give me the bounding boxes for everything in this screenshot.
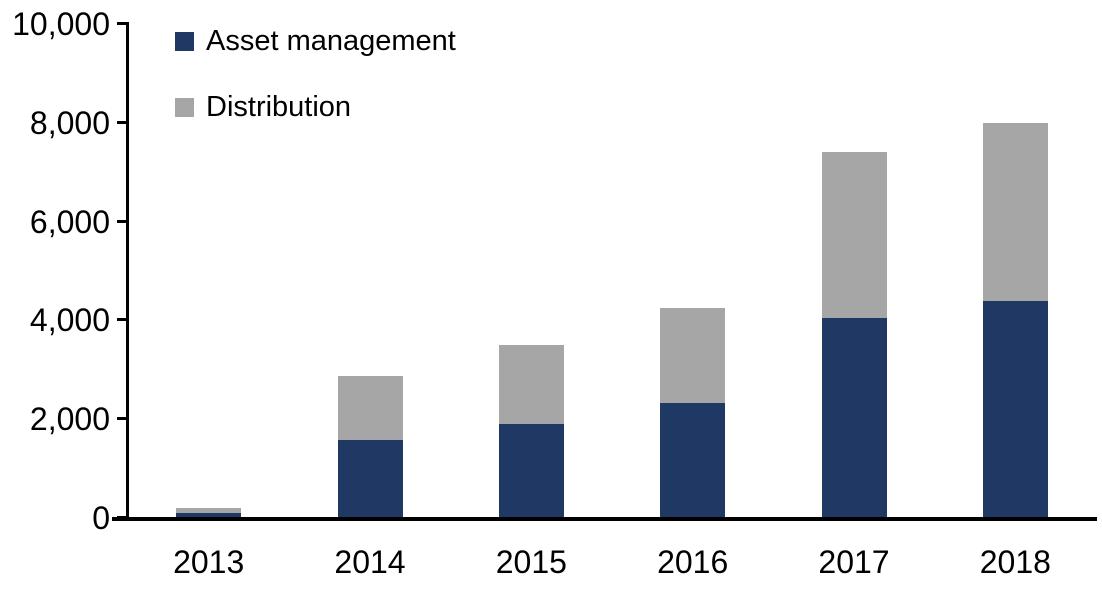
bar-2018-distribution bbox=[982, 122, 1048, 301]
y-tick-label: 0 bbox=[92, 500, 110, 536]
bar-2017-asset-management bbox=[821, 317, 887, 518]
bar-2015-asset-management bbox=[498, 424, 564, 518]
legend-swatch-distribution-icon bbox=[175, 97, 194, 117]
x-tick-label: 2013 bbox=[173, 544, 245, 580]
bar-2016-asset-management bbox=[660, 402, 726, 518]
y-tick-label: 6,000 bbox=[29, 203, 110, 240]
bar-2018-asset-management bbox=[982, 300, 1048, 518]
legend-label-distribution: Distribution bbox=[206, 91, 352, 123]
y-tick-label: 4,000 bbox=[29, 302, 110, 339]
x-tick-label: 2014 bbox=[334, 544, 406, 580]
y-tick-label: 2,000 bbox=[29, 401, 110, 438]
x-tick-label: 2015 bbox=[495, 544, 567, 580]
x-axis-line bbox=[112, 517, 1097, 521]
x-tick-label: 2018 bbox=[979, 544, 1051, 580]
y-tick-mark bbox=[117, 318, 126, 322]
legend-item-asset-management: Asset management bbox=[175, 24, 456, 58]
legend-item-distribution: Distribution bbox=[175, 90, 456, 124]
legend: Asset management Distribution bbox=[175, 24, 456, 156]
y-tick-label: 8,000 bbox=[29, 104, 110, 141]
y-tick-mark bbox=[117, 417, 126, 421]
bar-2013-asset-management bbox=[176, 513, 242, 518]
bar-2014-distribution bbox=[337, 375, 403, 441]
x-tick-label: 2017 bbox=[818, 544, 890, 580]
y-tick-mark bbox=[117, 22, 126, 25]
y-tick-mark bbox=[117, 219, 126, 223]
bar-2014-asset-management bbox=[337, 440, 403, 518]
y-axis-line bbox=[126, 22, 129, 519]
bar-2017-distribution bbox=[821, 152, 887, 318]
x-tick-label: 2016 bbox=[657, 544, 729, 580]
legend-label-asset-management: Asset management bbox=[206, 25, 456, 57]
legend-swatch-asset-management-icon bbox=[175, 31, 194, 51]
y-tick-label: 10,000 bbox=[12, 6, 110, 42]
y-tick-mark bbox=[117, 120, 126, 124]
bar-2015-distribution bbox=[498, 345, 564, 425]
bar-2016-distribution bbox=[660, 308, 726, 403]
bar-2013-distribution bbox=[176, 508, 242, 514]
